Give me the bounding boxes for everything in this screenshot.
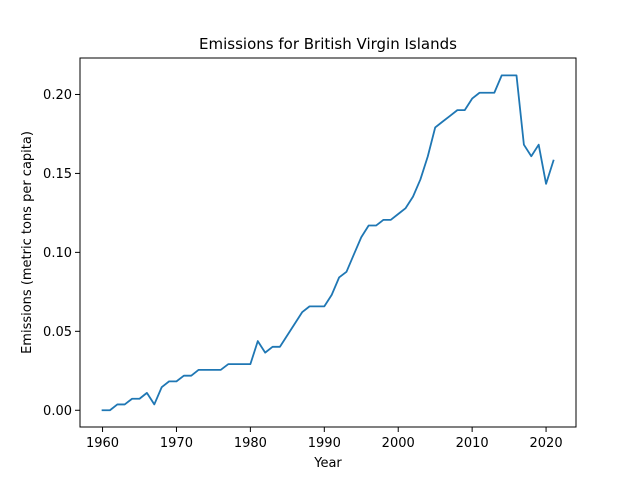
series-line-emissions [101,74,555,412]
x-tick-label: 2020 [530,436,563,451]
x-tick-label: 2000 [382,436,415,451]
y-tick-label: 0.05 [43,325,72,340]
x-axis-ticks: 1960 1970 1980 1990 2000 2010 2020 [86,427,563,451]
x-tick-label: 1960 [86,436,119,451]
y-tick-label: 0.10 [43,246,72,261]
x-tick-label: 2010 [456,436,489,451]
plot-area: 1960 1970 1980 1990 2000 2010 2020 0.00 0.05 0.1… [43,57,577,451]
y-axis-label: Emissions (metric tons per capita) [20,131,35,354]
x-tick-label: 1980 [234,436,267,451]
y-tick-label: 0.00 [43,404,72,419]
x-tick-label: 1990 [308,436,341,451]
y-tick-label: 0.20 [43,88,72,103]
x-tick-label: 1970 [160,436,193,451]
y-tick-label: 0.15 [43,167,72,182]
x-axis-label: Year [313,456,342,471]
y-axis-ticks: 0.00 0.05 0.10 0.15 0.20 [43,88,80,419]
chart-title: Emissions for British Virgin Islands [199,35,457,53]
axes-frame [79,57,577,428]
